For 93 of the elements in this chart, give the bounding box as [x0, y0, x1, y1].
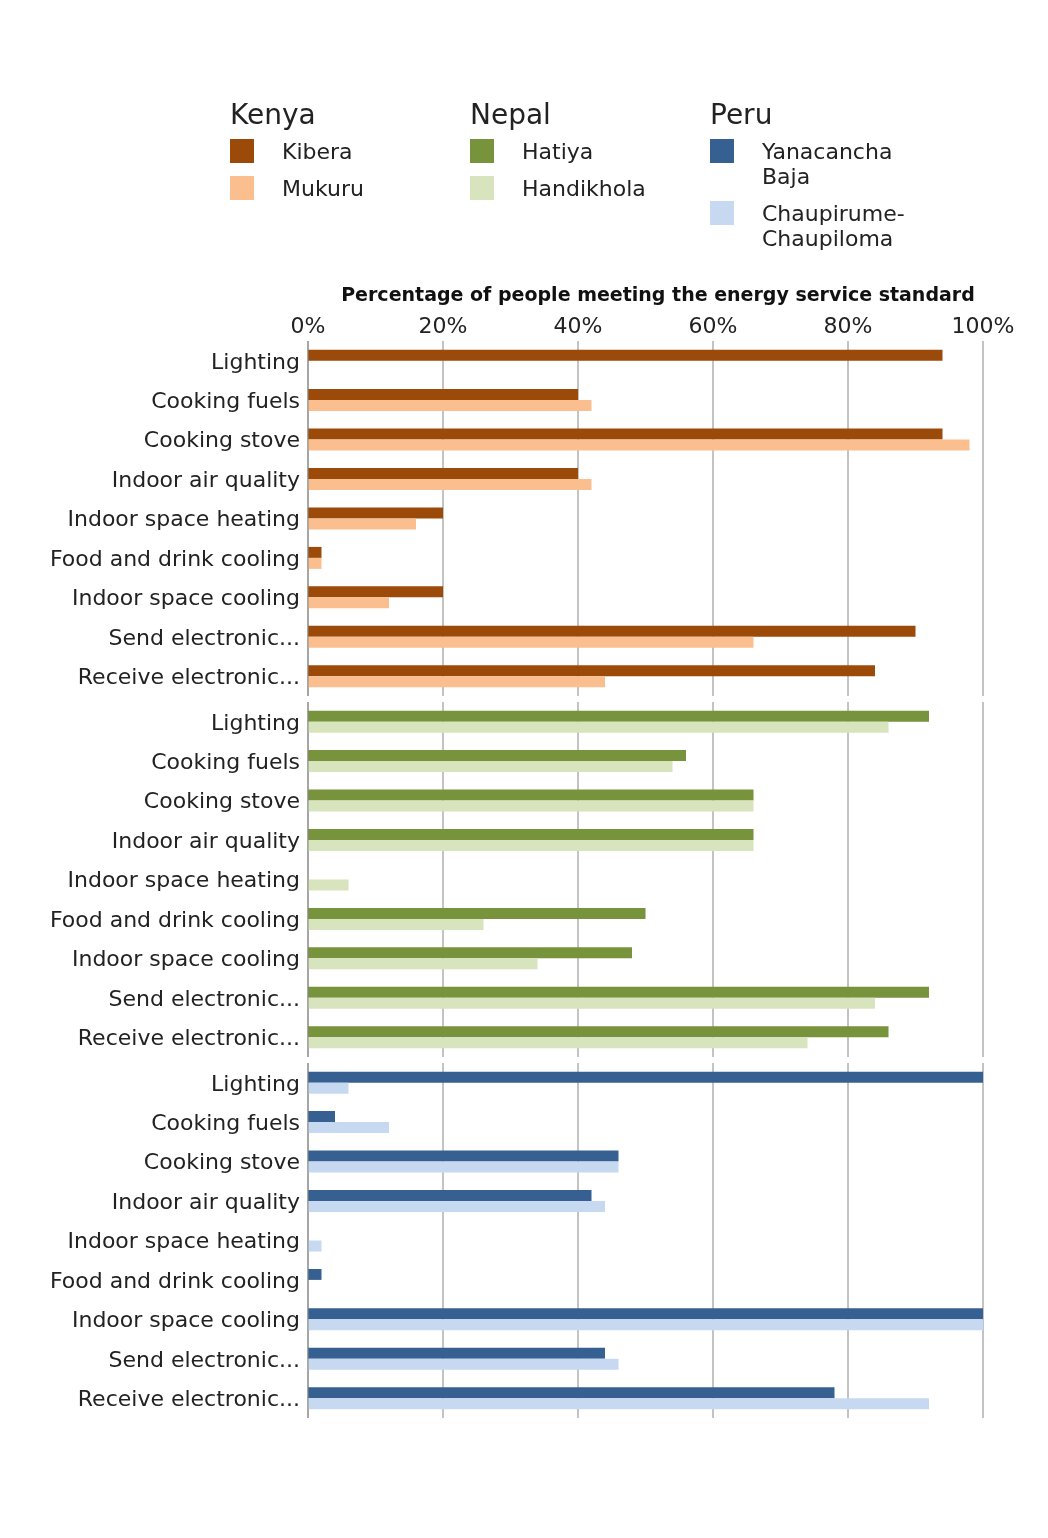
legend-label: Chaupirume-Chaupiloma [762, 201, 906, 251]
legend-label: Kibera [282, 139, 353, 164]
legend-label: Yanacancha Baja [762, 139, 894, 189]
y-tick-label: Send electronic... [108, 1346, 300, 1372]
y-tick-label: Indoor air quality [111, 466, 300, 492]
bar [308, 625, 916, 637]
y-tick-label: Receive electronic... [77, 664, 300, 690]
bar [308, 800, 754, 812]
bar [308, 947, 632, 959]
y-tick-label: Food and drink cooling [49, 906, 300, 932]
bar [308, 1071, 983, 1083]
bar [308, 1398, 929, 1410]
bar [308, 1082, 349, 1094]
bar [308, 1319, 983, 1331]
bar [308, 879, 349, 891]
bar [308, 636, 754, 648]
bar [308, 546, 322, 558]
x-axis-title: Percentage of people meeting the energy service standard [340, 283, 976, 305]
y-tick-label: Indoor space heating [67, 867, 300, 893]
bar [308, 721, 889, 733]
bar [308, 1308, 983, 1320]
x-tick-label: 20% [418, 313, 468, 338]
bar [308, 676, 605, 688]
bar [308, 986, 929, 998]
y-tick-label: Indoor air quality [111, 827, 300, 853]
bar [308, 439, 970, 451]
bar [308, 907, 646, 919]
bar [308, 349, 943, 361]
bar [308, 1347, 605, 1359]
bar [308, 389, 578, 401]
bar [308, 1387, 835, 1399]
bar [308, 428, 943, 440]
x-tick-label: 40% [553, 313, 603, 338]
y-tick-label: Cooking fuels [151, 748, 300, 774]
y-tick-label: Cooking fuels [151, 387, 300, 413]
y-tick-label: Food and drink cooling [49, 545, 300, 571]
legend-label: Mukuru [282, 176, 364, 201]
bar [308, 507, 443, 519]
bar [308, 997, 875, 1009]
bar [308, 761, 673, 773]
bar [308, 1190, 592, 1202]
legend-title: Kenya [230, 98, 317, 131]
y-tick-label: Cooking stove [143, 788, 300, 814]
bar [308, 468, 578, 480]
bar [308, 665, 875, 677]
legend-label: Hatiya [522, 139, 594, 164]
bar [308, 1161, 619, 1173]
y-tick-label: Indoor space cooling [71, 946, 300, 972]
bar [308, 1037, 808, 1049]
y-tick-label: Food and drink cooling [49, 1267, 300, 1293]
y-tick-label: Lighting [211, 709, 300, 735]
bar [308, 1358, 619, 1370]
x-tick-label: 100% [951, 313, 1015, 338]
x-tick-label: 80% [823, 313, 873, 338]
bar [308, 1122, 389, 1134]
bar [308, 789, 754, 801]
y-tick-label: Cooking stove [143, 1149, 300, 1175]
y-tick-label: Receive electronic... [77, 1025, 300, 1051]
bar [308, 1201, 605, 1213]
y-tick-label: Indoor space cooling [71, 585, 300, 611]
y-tick-label: Send electronic... [108, 985, 300, 1011]
y-tick-label: Send electronic... [108, 624, 300, 650]
y-tick-label: Indoor space heating [67, 506, 300, 532]
y-tick-label: Lighting [211, 1070, 300, 1096]
y-tick-label: Cooking stove [143, 427, 300, 453]
y-tick-label: Indoor space cooling [71, 1307, 300, 1333]
bar [308, 1268, 322, 1280]
x-tick-label: 60% [688, 313, 738, 338]
bar [308, 479, 592, 491]
y-tick-label: Lighting [211, 348, 300, 374]
y-tick-label: Cooking fuels [151, 1109, 300, 1135]
y-tick-label: Receive electronic... [77, 1386, 300, 1412]
bar [308, 1240, 322, 1252]
bar [308, 1026, 889, 1038]
bar [308, 586, 443, 598]
bar [308, 829, 754, 841]
y-tick-label: Indoor air quality [111, 1188, 300, 1214]
legend-title: Nepal [470, 98, 552, 131]
bar [308, 958, 538, 970]
x-tick-label: 0% [290, 313, 326, 338]
bar [308, 1111, 335, 1123]
bar [308, 750, 686, 762]
y-tick-label: Indoor space heating [67, 1228, 300, 1254]
bar [308, 840, 754, 852]
bar [308, 400, 592, 412]
bar [308, 918, 484, 930]
bar [308, 710, 929, 722]
legend-title: Peru [710, 98, 774, 131]
bar [308, 597, 389, 609]
bar [308, 1150, 619, 1162]
bar [308, 557, 322, 569]
bar [308, 518, 416, 530]
legend-label: Handikhola [522, 176, 646, 201]
